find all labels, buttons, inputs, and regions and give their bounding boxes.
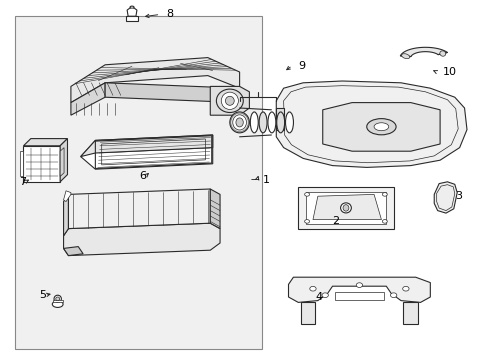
Ellipse shape xyxy=(232,115,246,130)
Text: 9: 9 xyxy=(298,60,305,71)
Ellipse shape xyxy=(56,297,60,301)
Ellipse shape xyxy=(259,112,266,133)
Polygon shape xyxy=(210,189,220,229)
Text: 1: 1 xyxy=(263,175,269,185)
Polygon shape xyxy=(20,151,23,176)
Polygon shape xyxy=(433,182,456,213)
Ellipse shape xyxy=(267,112,275,133)
Polygon shape xyxy=(63,247,83,256)
Ellipse shape xyxy=(401,54,409,59)
Polygon shape xyxy=(63,223,220,256)
Ellipse shape xyxy=(382,220,386,223)
Polygon shape xyxy=(210,86,249,115)
Ellipse shape xyxy=(321,293,327,297)
Text: 8: 8 xyxy=(166,9,173,19)
Text: 5: 5 xyxy=(39,290,46,300)
Ellipse shape xyxy=(309,287,315,291)
Ellipse shape xyxy=(225,96,234,105)
Polygon shape xyxy=(276,81,466,167)
Ellipse shape xyxy=(52,301,63,307)
Polygon shape xyxy=(71,83,105,115)
Polygon shape xyxy=(60,139,67,182)
Polygon shape xyxy=(403,302,417,324)
Polygon shape xyxy=(126,16,138,21)
Ellipse shape xyxy=(54,295,61,302)
Ellipse shape xyxy=(373,123,388,131)
Polygon shape xyxy=(276,108,283,130)
Ellipse shape xyxy=(304,220,309,223)
Ellipse shape xyxy=(221,92,238,109)
Ellipse shape xyxy=(276,112,284,133)
Ellipse shape xyxy=(235,118,243,127)
Text: 6: 6 xyxy=(139,171,146,181)
Polygon shape xyxy=(71,58,239,103)
Ellipse shape xyxy=(229,112,249,133)
Ellipse shape xyxy=(216,89,243,112)
Polygon shape xyxy=(400,47,447,57)
Polygon shape xyxy=(298,187,393,229)
Text: 10: 10 xyxy=(442,67,456,77)
Polygon shape xyxy=(322,103,439,151)
Polygon shape xyxy=(63,194,68,236)
Ellipse shape xyxy=(340,203,350,213)
Ellipse shape xyxy=(402,287,408,291)
Polygon shape xyxy=(127,8,137,16)
Ellipse shape xyxy=(250,112,258,133)
Polygon shape xyxy=(305,192,386,224)
Ellipse shape xyxy=(304,193,309,196)
Ellipse shape xyxy=(285,112,293,133)
Text: 7: 7 xyxy=(20,177,27,187)
Ellipse shape xyxy=(130,6,134,8)
Polygon shape xyxy=(53,300,62,302)
Polygon shape xyxy=(68,189,210,229)
Text: 2: 2 xyxy=(332,216,339,226)
Polygon shape xyxy=(334,292,383,300)
Ellipse shape xyxy=(389,293,396,297)
Bar xyxy=(15,16,261,349)
Polygon shape xyxy=(23,146,60,182)
Ellipse shape xyxy=(439,51,445,56)
Polygon shape xyxy=(288,277,429,302)
Ellipse shape xyxy=(366,119,395,135)
Polygon shape xyxy=(23,139,67,146)
Polygon shape xyxy=(312,194,381,220)
Ellipse shape xyxy=(382,193,386,196)
Polygon shape xyxy=(63,191,71,202)
Ellipse shape xyxy=(343,204,348,211)
Polygon shape xyxy=(105,83,239,103)
Text: 4: 4 xyxy=(315,292,322,302)
Polygon shape xyxy=(300,302,315,324)
Polygon shape xyxy=(81,135,212,169)
Ellipse shape xyxy=(355,283,362,287)
Polygon shape xyxy=(81,135,212,157)
Text: —: — xyxy=(250,175,259,184)
Text: 3: 3 xyxy=(454,191,461,201)
Polygon shape xyxy=(60,148,64,176)
Ellipse shape xyxy=(131,7,133,9)
